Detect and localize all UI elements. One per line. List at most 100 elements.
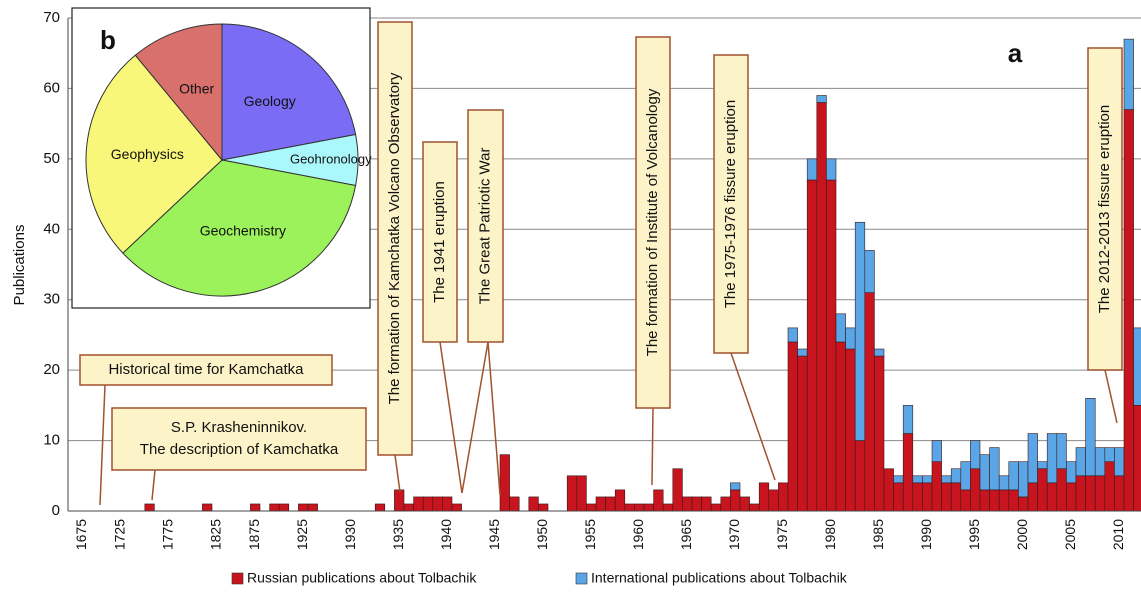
bar-segment	[144, 503, 155, 512]
bar-segment	[1066, 482, 1077, 512]
panel-label: a	[1008, 38, 1023, 68]
pie-label: Other	[179, 80, 214, 96]
callout-line	[461, 341, 489, 494]
bar-segment	[413, 496, 424, 512]
annotation-box	[111, 407, 367, 471]
bar-segment	[989, 489, 1000, 512]
x-tick-label: 1930	[342, 519, 358, 550]
bar-segment	[950, 482, 962, 512]
bar-segment	[922, 475, 933, 484]
annotation-box	[635, 36, 671, 409]
bar-segment	[787, 341, 798, 512]
bar-segment	[1104, 447, 1115, 463]
bar-segment	[374, 503, 386, 512]
x-tick-label: 1980	[822, 519, 838, 550]
pie-slice	[221, 23, 357, 161]
bar-segment	[1027, 433, 1038, 484]
bar-segment	[874, 348, 885, 357]
x-tick-label: 1925	[294, 519, 310, 550]
bar-segment	[902, 433, 914, 512]
bar-segment	[1056, 433, 1067, 470]
bar-segment	[854, 221, 866, 441]
bar-segment	[960, 461, 971, 491]
x-tick-label: 1935	[390, 519, 406, 550]
bar-segment	[1094, 447, 1106, 477]
bar-segment	[730, 482, 741, 491]
bar-segment	[730, 489, 741, 512]
bar-segment	[845, 327, 856, 350]
x-tick-label: 1950	[534, 519, 550, 550]
pie-label: Geology	[244, 93, 296, 109]
bar-segment	[1056, 468, 1067, 512]
bar-segment	[931, 461, 942, 512]
bar-segment	[883, 468, 894, 512]
y-tick-label: 10	[43, 432, 60, 449]
bar-segment	[298, 503, 309, 512]
bars	[144, 38, 1141, 512]
bar-segment	[499, 454, 510, 512]
bar-segment	[864, 292, 875, 512]
annotation-text: The description of Kamchatka	[140, 441, 339, 458]
callout-line	[394, 454, 401, 493]
bar-segment	[1133, 405, 1141, 512]
y-tick-label: 20	[43, 361, 60, 378]
annotation-text: The formation of Institute of Volcanolog…	[644, 88, 661, 356]
bar-segment	[1037, 468, 1048, 512]
annotation-box	[713, 54, 749, 354]
callout-line	[151, 469, 156, 501]
y-tick-label: 0	[52, 502, 60, 519]
bar-segment	[403, 503, 414, 512]
x-tick-label: 1995	[966, 519, 982, 550]
bar-segment	[432, 496, 443, 512]
bar-segment	[1066, 461, 1077, 484]
bar-segment	[269, 503, 280, 512]
legend-swatch	[575, 572, 588, 585]
annotation-box	[467, 109, 504, 343]
bar-segment	[1114, 475, 1125, 512]
bar-segment	[826, 158, 837, 181]
annotation-text: Historical time for Kamchatka	[108, 361, 304, 378]
bar-segment	[893, 482, 904, 512]
callout-line	[730, 352, 776, 481]
bar-segment	[614, 489, 626, 512]
bar-segment	[662, 503, 674, 512]
x-tick-label: 1945	[486, 519, 502, 550]
bar-segment	[442, 496, 453, 512]
bar-segment	[1085, 398, 1096, 477]
bar-segment	[912, 475, 923, 484]
bar-segment	[806, 179, 818, 512]
bar-segment	[1085, 475, 1096, 512]
annotation-text: The Great Patriotic War	[476, 148, 493, 305]
y-tick-label: 50	[43, 150, 60, 167]
annotation-box	[1087, 47, 1123, 371]
bar-segment	[1123, 109, 1134, 512]
y-tick-label: 30	[43, 291, 60, 308]
x-tick-label: 1990	[918, 519, 934, 550]
bar-segment	[998, 475, 1010, 491]
annotation-text: The 2012-2013 fissure eruption	[1096, 105, 1113, 313]
legend-swatch	[231, 572, 244, 585]
bar-segment	[1046, 433, 1058, 484]
bar-segment	[922, 482, 933, 512]
bar-segment	[1008, 489, 1019, 512]
annotation-text: The 1941 eruption	[431, 181, 448, 303]
bar-segment	[1114, 447, 1125, 477]
bar-segment	[778, 482, 789, 512]
bar-segment	[1133, 327, 1141, 406]
bar-segment	[691, 496, 702, 512]
y-tick-label: 40	[43, 220, 60, 237]
x-tick-label: 1675	[73, 519, 89, 550]
x-tick-label: 2010	[1110, 519, 1126, 550]
x-tick-label: 1775	[160, 519, 176, 550]
bar-segment	[874, 355, 885, 512]
bar-segment	[701, 496, 712, 512]
callout-line	[1104, 369, 1118, 424]
bar-segment	[451, 503, 462, 512]
legend-label: Russian publications about Tolbachik	[247, 570, 477, 586]
x-tick-label: 2000	[1014, 519, 1030, 550]
legend: Russian publications about Tolbachik Inte…	[231, 570, 848, 586]
x-tick-label: 1985	[870, 519, 886, 550]
bar-segment	[1018, 496, 1029, 512]
callout-line	[439, 341, 463, 494]
bar-segment	[816, 102, 827, 512]
